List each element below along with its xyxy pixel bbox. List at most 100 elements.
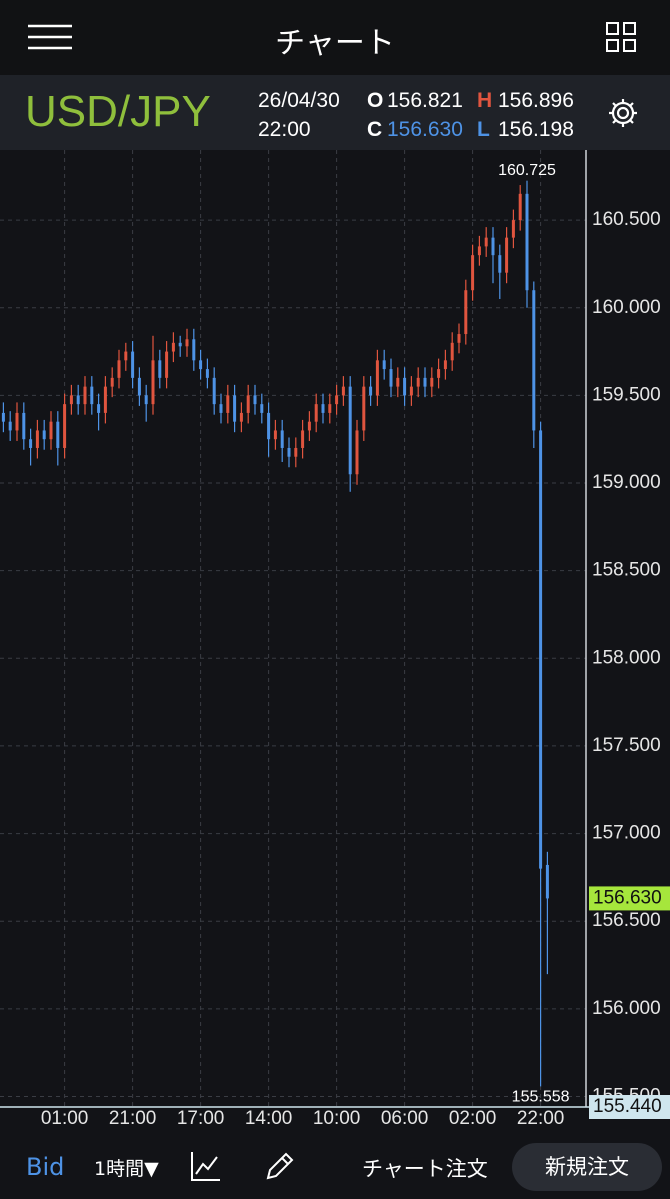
- bar-body: [505, 237, 509, 273]
- bar-body: [1, 412, 5, 422]
- bar-body: [29, 439, 33, 448]
- bar-body: [491, 237, 495, 256]
- x-tick-label: 21:00: [109, 1108, 157, 1129]
- bar-body: [457, 334, 461, 343]
- menu-icon[interactable]: [28, 24, 72, 52]
- y-tick-label: 156.000: [592, 998, 661, 1019]
- bar-body: [171, 342, 175, 352]
- bar-body: [484, 237, 488, 247]
- interval[interactable]: 1時間▼: [94, 1158, 159, 1180]
- plot-area: [0, 150, 670, 1107]
- last-price-label: 156.630: [593, 887, 662, 908]
- x-tick-label: 06:00: [381, 1108, 429, 1129]
- new-order-button[interactable]: 新規注文: [512, 1143, 662, 1191]
- indicator-icon[interactable]: [190, 1150, 222, 1182]
- bar-body: [90, 386, 94, 405]
- bar-body: [471, 255, 475, 291]
- y-tick-label: 156.500: [592, 910, 661, 931]
- bar-body: [15, 412, 19, 431]
- bar-body: [403, 377, 407, 396]
- high-value: 156.896: [498, 89, 574, 112]
- x-tick-label: 17:00: [177, 1108, 225, 1129]
- bar-body: [294, 447, 298, 457]
- bar-body: [117, 360, 121, 378]
- bar-body: [199, 360, 203, 370]
- bar-body: [76, 395, 80, 405]
- bar-body: [314, 404, 318, 422]
- bar-body: [396, 377, 400, 387]
- bar-body: [450, 342, 454, 361]
- last-price-tag: [589, 886, 670, 911]
- bar-body: [375, 360, 379, 396]
- bar-body: [539, 430, 543, 869]
- chart-order[interactable]: チャート注文: [362, 1157, 488, 1181]
- bar-body: [158, 360, 162, 378]
- bar-body: [416, 377, 420, 387]
- bar-body: [328, 404, 332, 413]
- bar-body: [49, 421, 53, 440]
- layout-icon[interactable]: [606, 22, 636, 52]
- screen-title: チャート: [275, 26, 395, 61]
- bar-body: [192, 339, 196, 361]
- x-tick-label: 10:00: [313, 1108, 361, 1129]
- quote-date: 26/04/30: [258, 89, 340, 112]
- bar-body: [348, 386, 352, 475]
- y-tick-label: 157.500: [592, 735, 661, 756]
- bar-body: [260, 404, 264, 413]
- bar-body: [430, 377, 434, 387]
- bar-body: [301, 430, 305, 448]
- x-tick-label: 01:00: [41, 1108, 89, 1129]
- bar-body: [110, 377, 114, 387]
- low-annotation: 155.558: [512, 1089, 570, 1106]
- open-value: 156.821: [387, 89, 463, 112]
- bar-body: [545, 864, 549, 899]
- price-side[interactable]: Bid: [26, 1153, 65, 1181]
- bar-body: [532, 290, 536, 431]
- low-value: 156.198: [498, 118, 574, 141]
- toolbar: Bid 1時間▼ チャート注文 新規注文: [0, 1140, 670, 1199]
- high-annotation: 160.725: [498, 162, 556, 179]
- bar-body: [423, 377, 427, 387]
- bar-body: [151, 360, 155, 405]
- bar-body: [464, 290, 468, 335]
- bar-body: [131, 351, 135, 378]
- bar-body: [165, 351, 169, 378]
- bar-body: [355, 430, 359, 475]
- symbol[interactable]: USD/JPY: [25, 87, 211, 136]
- bar-body: [233, 395, 237, 422]
- bar-body: [525, 193, 529, 291]
- bar-body: [518, 193, 522, 221]
- bar-body: [287, 447, 291, 457]
- bar-body: [137, 377, 141, 396]
- bar-body: [226, 395, 230, 413]
- bar-body: [321, 404, 325, 413]
- bar-body: [443, 360, 447, 370]
- open-key: O: [367, 89, 384, 112]
- chart: 155.500156.000156.500157.000157.500158.0…: [0, 150, 670, 1129]
- bar-body: [382, 360, 386, 370]
- bar-body: [185, 339, 189, 347]
- high-key: H: [477, 89, 493, 112]
- bar-body: [389, 369, 393, 387]
- low-key: L: [477, 118, 490, 141]
- bar-body: [341, 386, 345, 396]
- bar-body: [335, 395, 339, 405]
- bar-body: [280, 430, 284, 448]
- draw-icon[interactable]: [264, 1150, 296, 1182]
- bar-body: [205, 369, 209, 378]
- bar-body: [42, 430, 46, 440]
- bar-body: [69, 395, 73, 405]
- y-tick-label: 159.000: [592, 472, 661, 493]
- bar-body: [362, 386, 366, 431]
- close-key: C: [367, 118, 383, 141]
- bar-body: [219, 404, 223, 413]
- bar-body: [8, 421, 12, 431]
- bar-body: [409, 386, 413, 396]
- quote-bar: USD/JPY 26/04/30 22:00 O 156.821 H 156.8…: [0, 75, 670, 150]
- settings-icon[interactable]: [606, 96, 640, 130]
- bar-body: [22, 412, 26, 440]
- x-tick-label: 22:00: [517, 1108, 565, 1129]
- bar-body: [212, 377, 216, 405]
- quote-time: 22:00: [258, 118, 311, 141]
